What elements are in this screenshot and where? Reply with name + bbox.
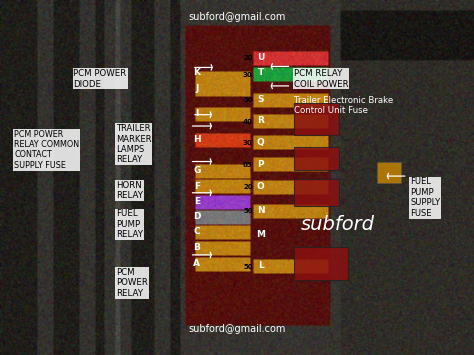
- Text: C: C: [193, 227, 200, 236]
- Bar: [377, 162, 401, 183]
- Text: B: B: [193, 243, 200, 252]
- Text: PCM POWER
RELAY COMMON
CONTACT
SUPPLY FUSE: PCM POWER RELAY COMMON CONTACT SUPPLY FU…: [14, 130, 79, 170]
- Text: O: O: [257, 182, 264, 191]
- Text: 30: 30: [243, 140, 253, 146]
- Bar: [294, 147, 339, 170]
- Text: subford@gmail.com: subford@gmail.com: [188, 324, 286, 334]
- Text: Q: Q: [257, 137, 264, 147]
- Text: I: I: [195, 109, 199, 118]
- Text: TRAILER
MARKER
LAMPS
RELAY: TRAILER MARKER LAMPS RELAY: [116, 124, 152, 164]
- Bar: [294, 103, 339, 135]
- Text: J: J: [195, 83, 199, 93]
- Text: D: D: [193, 212, 201, 221]
- Text: P: P: [257, 160, 264, 169]
- Text: H: H: [193, 135, 201, 144]
- Text: HORN
RELAY: HORN RELAY: [116, 181, 143, 201]
- Text: K: K: [193, 68, 200, 77]
- Text: N: N: [257, 206, 264, 215]
- Text: PCM RELAY
COIL POWER: PCM RELAY COIL POWER: [294, 69, 348, 89]
- Text: PCM POWER
DIODE: PCM POWER DIODE: [73, 69, 127, 89]
- Text: T: T: [257, 68, 264, 77]
- Text: subford@gmail.com: subford@gmail.com: [188, 12, 286, 22]
- Text: 20: 20: [243, 55, 253, 61]
- Text: M: M: [256, 230, 265, 239]
- Text: E: E: [194, 197, 200, 206]
- Text: G: G: [193, 166, 201, 175]
- Text: L: L: [258, 261, 264, 270]
- Text: S: S: [257, 95, 264, 104]
- Text: 05: 05: [243, 163, 253, 168]
- Bar: [294, 247, 348, 280]
- Text: 40: 40: [243, 119, 253, 125]
- Text: subford: subford: [301, 215, 375, 234]
- Text: F: F: [194, 181, 200, 191]
- Text: FUEL
PUMP
RELAY: FUEL PUMP RELAY: [116, 209, 143, 239]
- Text: 30: 30: [243, 72, 253, 78]
- Text: Trailer Electronic Brake
Control Unit Fuse: Trailer Electronic Brake Control Unit Fu…: [294, 96, 393, 115]
- Bar: [294, 179, 339, 206]
- Text: 20: 20: [243, 185, 253, 190]
- Text: 50: 50: [243, 208, 253, 214]
- Text: U: U: [257, 53, 264, 62]
- Text: A: A: [193, 259, 200, 268]
- Text: 50: 50: [243, 97, 253, 103]
- Text: R: R: [257, 116, 264, 125]
- Text: FUEL
PUMP
SUPPLY
FUSE: FUEL PUMP SUPPLY FUSE: [410, 178, 440, 218]
- Text: PCM
POWER
RELAY: PCM POWER RELAY: [116, 268, 148, 298]
- Text: 50: 50: [243, 264, 253, 270]
